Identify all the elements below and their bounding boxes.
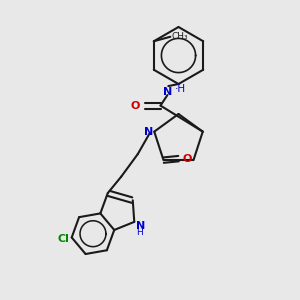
- Text: CH₃: CH₃: [172, 32, 188, 41]
- Text: H: H: [136, 228, 142, 237]
- Text: N: N: [163, 86, 172, 97]
- Text: O: O: [182, 154, 191, 164]
- Text: O: O: [130, 100, 140, 111]
- Text: ·H: ·H: [175, 84, 186, 94]
- Text: N: N: [144, 127, 154, 136]
- Text: N: N: [136, 221, 145, 231]
- Text: Cl: Cl: [58, 234, 69, 244]
